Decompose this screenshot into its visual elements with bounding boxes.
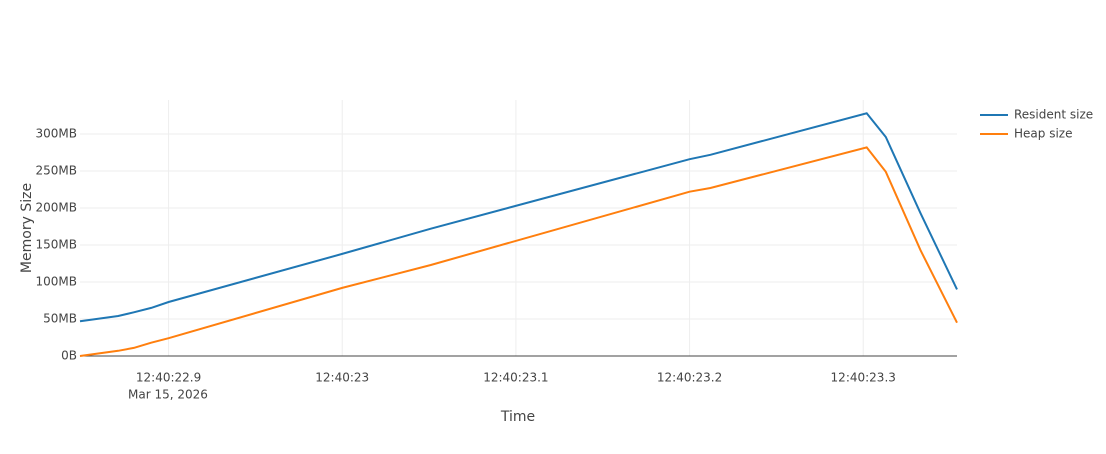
y-tick-label: 100MB	[36, 275, 78, 289]
x-tick-label: 12:40:22.9	[136, 371, 201, 385]
x-tick-label: 12:40:23.1	[483, 371, 548, 385]
y-tick-label: 0B	[61, 349, 77, 363]
y-tick-label: 250MB	[36, 164, 78, 178]
x-tick-label: 12:40:23.3	[831, 371, 896, 385]
y-tick-label: 200MB	[36, 201, 78, 215]
x-tick-label: 12:40:23.2	[657, 371, 722, 385]
legend-label: Heap size	[1014, 127, 1072, 141]
y-tick-label: 300MB	[36, 127, 78, 141]
y-tick-label: 150MB	[36, 238, 78, 252]
legend-label: Resident size	[1014, 108, 1093, 122]
y-tick-label: 50MB	[43, 312, 77, 326]
x-tick-label: 12:40:23	[315, 371, 369, 385]
series-line	[79, 112, 958, 323]
series-line	[79, 146, 958, 357]
y-axis-title: Memory Size	[19, 183, 35, 273]
x-axis-title: Time	[500, 409, 535, 425]
x-date-label: Mar 15, 2026	[128, 388, 208, 402]
